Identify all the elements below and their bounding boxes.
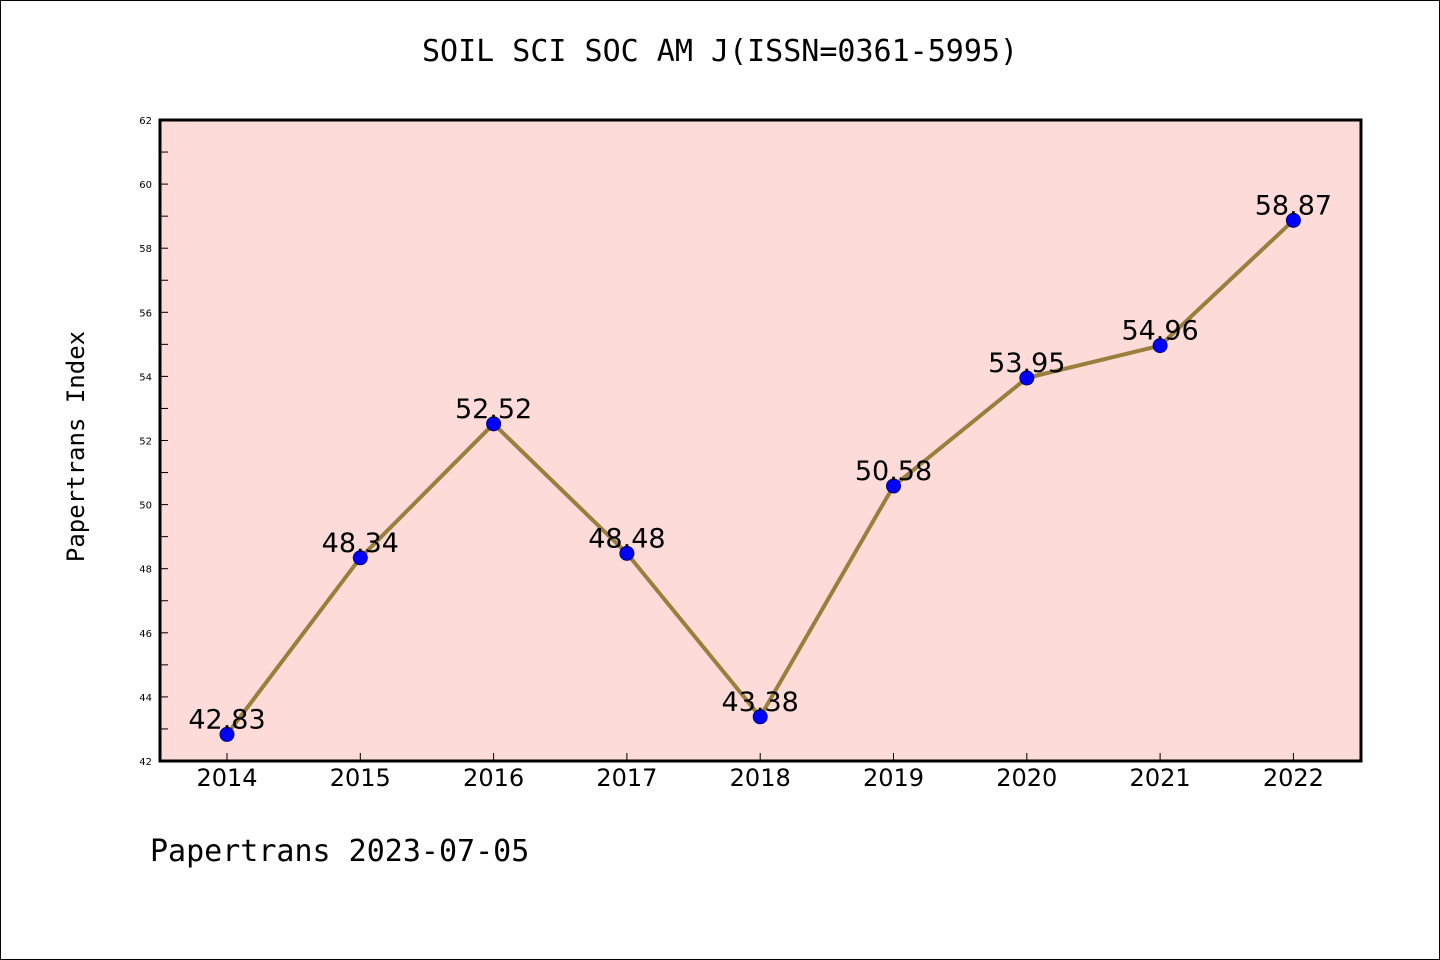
data-point (619, 545, 635, 561)
y-tick-label: 62 (139, 116, 152, 127)
y-axis-label: Papertrans Index (62, 331, 90, 562)
data-point (486, 416, 502, 432)
y-tick-label: 46 (139, 629, 152, 640)
x-tick-label: 2017 (596, 764, 657, 792)
data-point (219, 726, 235, 742)
data-label: 48.48 (588, 523, 665, 554)
data-label: 50.58 (855, 456, 932, 487)
y-tick-label: 50 (139, 501, 152, 512)
data-point (1152, 338, 1168, 354)
y-tick-label: 44 (139, 693, 152, 704)
data-labels: 42.83 48.34 52.52 48.48 43.38 50.58 53.95 54.96… (188, 190, 1332, 735)
data-label: 48.34 (322, 528, 399, 559)
footer-text: Papertrans 2023-07-05 (150, 834, 530, 869)
x-tick-label: 2018 (730, 764, 791, 792)
data-point (886, 478, 901, 494)
x-axis: 2014 2015 2016 2017 2018 2019 2020 2021 2022 (196, 753, 1324, 792)
series-line (219, 212, 1301, 742)
data-label: 43.38 (722, 687, 799, 718)
x-tick-label: 2019 (863, 764, 924, 792)
data-point (352, 550, 368, 566)
y-tick-label: 48 (139, 565, 152, 576)
y-tick-label: 42 (139, 757, 152, 768)
x-tick-label: 2022 (1263, 764, 1324, 792)
plot-area (158, 118, 1363, 763)
data-label: 42.83 (188, 704, 265, 735)
x-tick-label: 2020 (996, 764, 1057, 792)
data-label: 54.96 (1121, 316, 1198, 347)
data-label: 53.95 (988, 348, 1065, 379)
data-point (1019, 370, 1035, 386)
x-tick-label: 2015 (330, 764, 391, 792)
y-tick-label: 54 (139, 372, 152, 383)
data-point (1285, 212, 1301, 228)
y-tick-label: 56 (139, 308, 152, 319)
y-tick-label: 60 (139, 180, 152, 191)
chart-title: SOIL SCI SOC AM J(ISSN=0361-5995) (421, 34, 1019, 69)
x-tick-label: 2016 (463, 764, 524, 792)
x-tick-label: 2021 (1130, 764, 1191, 792)
y-axis: 42 44 46 48 50 52 54 56 58 60 62 (139, 116, 168, 768)
x-tick-label: 2014 (196, 764, 257, 792)
data-label: 52.52 (455, 394, 532, 425)
y-tick-label: 52 (139, 437, 152, 448)
data-label: 58.87 (1255, 190, 1332, 221)
data-point (752, 709, 768, 725)
y-tick-label: 58 (139, 244, 152, 255)
